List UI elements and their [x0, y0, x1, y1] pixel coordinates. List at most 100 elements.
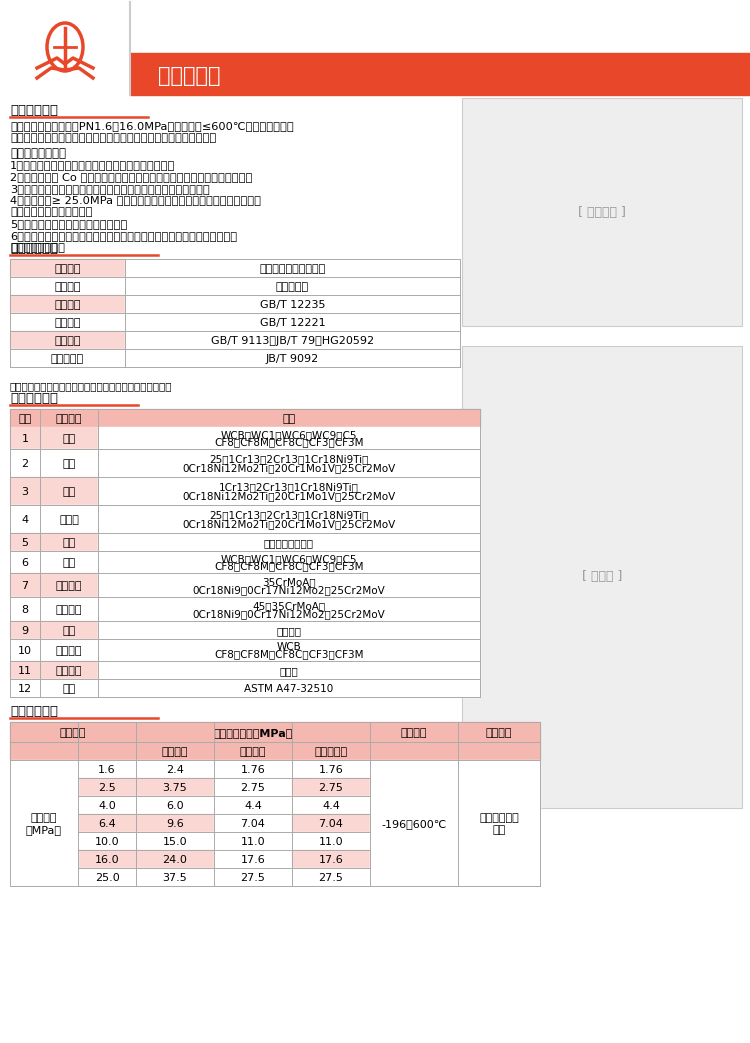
Text: 六角螺母: 六角螺母 [56, 605, 82, 615]
Text: 11: 11 [18, 666, 32, 676]
Text: 3.75: 3.75 [163, 783, 188, 793]
Text: 4.4: 4.4 [244, 801, 262, 811]
Text: 0Cr18Ni12Mo2Ti、20Cr1Mo1V、25Cr2MoV: 0Cr18Ni12Mo2Ti、20Cr1Mo1V、25Cr2MoV [182, 519, 396, 530]
Text: 2.75: 2.75 [319, 783, 344, 793]
Text: 4: 4 [22, 515, 28, 525]
Text: 11.0: 11.0 [319, 836, 344, 847]
Text: 手轮: 手轮 [62, 684, 76, 694]
Text: GB/T 9113、JB/T 79、HG20592: GB/T 9113、JB/T 79、HG20592 [211, 336, 374, 346]
Text: 上密封试验: 上密封试验 [314, 747, 347, 757]
Text: 垫片: 垫片 [62, 538, 76, 548]
Bar [136, 832, 214, 850]
Bar [214, 760, 292, 778]
Bar [98, 533, 480, 551]
Bar [292, 832, 370, 850]
Text: 产品结构特点: 产品结构特点 [10, 104, 58, 117]
Text: 法兰截止阀: 法兰截止阀 [158, 66, 220, 86]
Bar [10, 477, 40, 505]
Bar [10, 533, 40, 551]
Bar [10, 639, 40, 661]
Bar [10, 295, 125, 313]
Text: 手动、电动: 手动、电动 [276, 282, 309, 292]
Text: WCB、WC1、WC6、WC9、C5: WCB、WC1、WC6、WC9、C5 [220, 431, 357, 440]
Text: 11.0: 11.0 [241, 836, 266, 847]
Bar [0, 0, 130, 95]
Text: 9.6: 9.6 [166, 819, 184, 829]
Text: 27.5: 27.5 [319, 873, 344, 883]
Text: 9: 9 [22, 626, 28, 636]
Text: 1.6: 1.6 [98, 765, 116, 775]
Text: 0Cr18Ni12Mo2Ti、20Cr1Mo1V、25Cr2MoV: 0Cr18Ni12Mo2Ti、20Cr1Mo1V、25Cr2MoV [182, 464, 396, 474]
Text: 37.5: 37.5 [163, 873, 188, 883]
Bar [98, 573, 480, 597]
Bar [292, 850, 370, 868]
Bar [98, 621, 480, 639]
Text: CF8、CF8M、CF8C、CF3、CF3M: CF8、CF8M、CF8C、CF3、CF3M [214, 562, 364, 572]
Text: 栓楔阀盖明杆支架结构: 栓楔阀盖明杆支架结构 [260, 264, 326, 274]
Text: 25、1Cr13、2Cr13、1Cr18Ni9Ti、: 25、1Cr13、2Cr13、1Cr18Ni9Ti、 [209, 455, 369, 464]
Text: 6、零件材质及法兰、对焊端尺寸可根据实际工况或用户要求合理选配，满: 6、零件材质及法兰、对焊端尺寸可根据实际工况或用户要求合理选配，满 [10, 231, 237, 241]
Bar [40, 409, 98, 427]
Text: 连接法兰: 连接法兰 [54, 336, 81, 346]
Text: 零件名称: 零件名称 [56, 414, 82, 425]
Text: 7.04: 7.04 [319, 819, 344, 829]
Text: 结构形式: 结构形式 [54, 264, 81, 274]
Text: 5: 5 [22, 538, 28, 548]
Text: 45、35CrMoA、: 45、35CrMoA、 [253, 601, 326, 611]
Bar [40, 448, 98, 477]
Text: 0Cr18Ni9、0Cr17Ni12Mo2、25Cr2MoV: 0Cr18Ni9、0Cr17Ni12Mo2、25Cr2MoV [193, 585, 386, 595]
Text: 阀瓣: 阀瓣 [62, 459, 76, 469]
Text: 16.0: 16.0 [94, 855, 119, 865]
Text: 驱动方式: 驱动方式 [54, 282, 81, 292]
Text: CF8、CF8M、CF8C、CF3、CF3M: CF8、CF8M、CF8C、CF3、CF3M [214, 438, 364, 447]
Bar [10, 679, 40, 697]
Bar [130, 53, 750, 95]
Bar [136, 868, 214, 886]
Bar [10, 313, 125, 331]
Text: 适用温度: 适用温度 [400, 728, 427, 738]
Bar [10, 722, 136, 742]
Text: 而增强，保证了密封性能。: 而增强，保证了密封性能。 [10, 208, 92, 217]
Text: 1Cr13、2Cr13、1Cr18Ni9Ti、: 1Cr13、2Cr13、1Cr18Ni9Ti、 [219, 482, 359, 492]
Text: 7: 7 [22, 581, 28, 591]
Text: 35CrMoA、: 35CrMoA、 [262, 577, 316, 587]
Text: [ 阀门照片 ]: [ 阀门照片 ] [578, 205, 626, 218]
Text: ASTM A47-32510: ASTM A47-32510 [244, 684, 334, 694]
Bar [10, 760, 78, 886]
Bar [40, 639, 98, 661]
Text: 结构长度: 结构长度 [54, 318, 81, 328]
Text: 阀杆螺母: 阀杆螺母 [56, 666, 82, 676]
Bar [458, 722, 540, 742]
Text: 10: 10 [18, 646, 32, 656]
Bar [98, 448, 480, 477]
Bar [78, 868, 136, 886]
Bar [292, 796, 370, 814]
Text: 2.75: 2.75 [241, 783, 266, 793]
Text: 阀瓣盖: 阀瓣盖 [59, 515, 79, 525]
Bar [10, 573, 40, 597]
Text: 产品采用标准: 产品采用标准 [10, 242, 58, 254]
Text: 公称压力
（MPa）: 公称压力 （MPa） [26, 814, 62, 834]
Text: 壳体试验: 壳体试验 [162, 747, 188, 757]
Bar [40, 573, 98, 597]
Bar [40, 477, 98, 505]
Text: 2.5: 2.5 [98, 783, 116, 793]
Bar [136, 722, 370, 742]
Bar [10, 448, 40, 477]
Text: 27.5: 27.5 [241, 873, 266, 883]
Bar [10, 742, 136, 760]
Bar [292, 778, 370, 796]
Text: [ 结构图 ]: [ 结构图 ] [582, 571, 622, 583]
Text: 1: 1 [22, 434, 28, 444]
Text: 6.0: 6.0 [166, 801, 184, 811]
Text: 7.04: 7.04 [241, 819, 266, 829]
Bar [98, 477, 480, 505]
Text: 填料: 填料 [62, 626, 76, 636]
Text: 设计标准: 设计标准 [54, 300, 81, 310]
Text: 柔性石墨＋不锈钢: 柔性石墨＋不锈钢 [264, 538, 314, 548]
Text: 常温试验压力（MPa）: 常温试验压力（MPa） [213, 728, 292, 738]
Bar [136, 742, 214, 760]
Text: 密封试验: 密封试验 [240, 747, 266, 757]
Bar [125, 277, 460, 295]
Bar [462, 98, 742, 326]
